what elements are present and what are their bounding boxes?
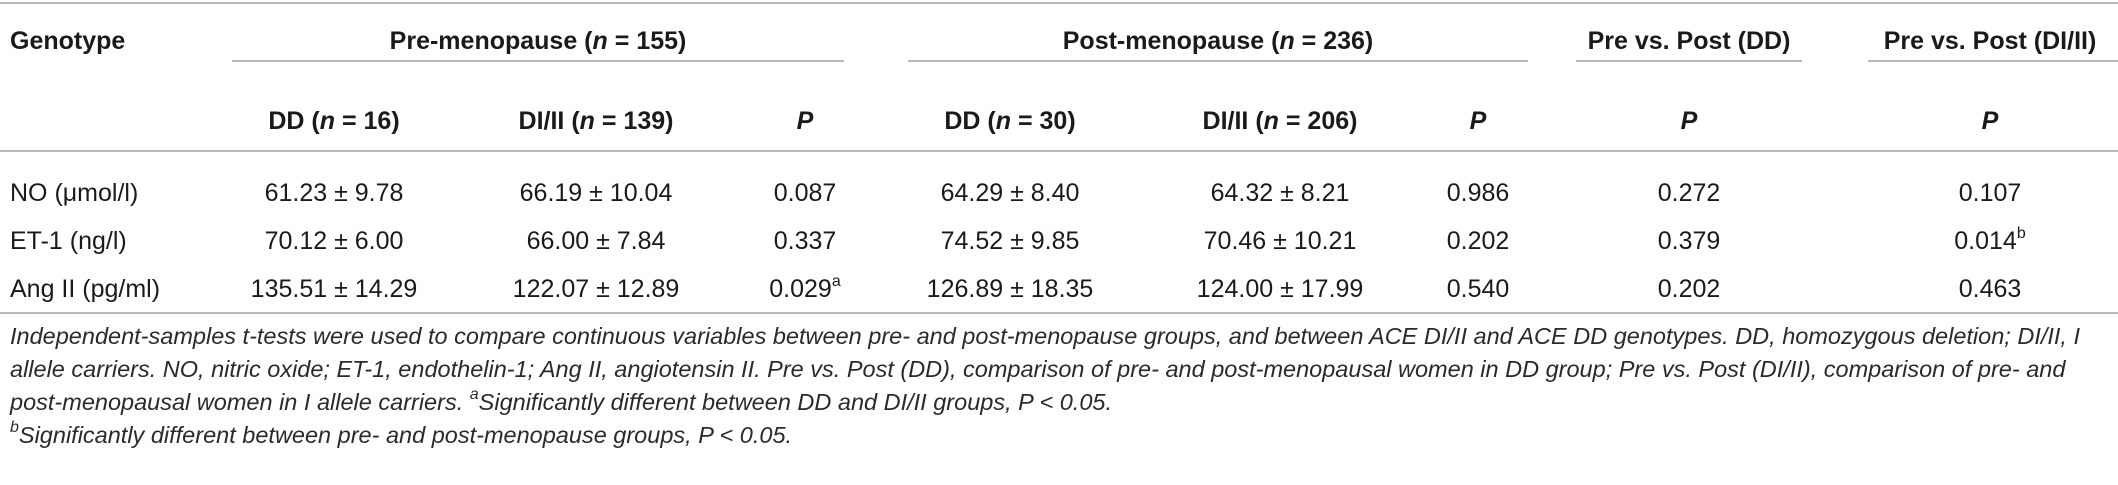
genotype-header: Genotype: [10, 27, 126, 55]
row-label-no: NO (μmol/l): [10, 179, 139, 207]
cell: 0.986: [1446, 179, 1510, 207]
cell: 64.32 ± 8.21: [1210, 179, 1350, 207]
group-rule-pre: [232, 60, 844, 62]
cell: 74.52 ± 9.85: [940, 227, 1080, 255]
cell: 61.23 ± 9.78: [264, 179, 404, 207]
row-label-ang2: Ang II (pg/ml): [10, 275, 161, 303]
subheader-diii-p: P: [1981, 107, 1999, 135]
subheader-post-dd: DD (n = 30): [944, 107, 1076, 135]
cell: 0.202: [1446, 227, 1510, 255]
subheader-pre-dd: DD (n = 16): [268, 107, 400, 135]
subheader-post-diii: DI/II (n = 206): [1202, 107, 1358, 135]
footnote-main-text: Independent-samples t-tests were used to…: [10, 323, 2081, 415]
group-header-post: Post-menopause (n = 236): [1062, 27, 1374, 55]
group-rule-post: [908, 60, 1528, 62]
subheader-pre-diii: DI/II (n = 139): [518, 107, 674, 135]
cell: 135.51 ± 14.29: [250, 275, 418, 303]
cell: 0.029a: [769, 272, 841, 303]
cell: 126.89 ± 18.35: [926, 275, 1094, 303]
cell: 0.087: [773, 179, 837, 207]
group-rule-dd: [1576, 60, 1802, 62]
cell: 70.46 ± 10.21: [1203, 227, 1357, 255]
cell: 0.014b: [1954, 224, 2026, 255]
cell: 0.463: [1958, 275, 2022, 303]
cell: 124.00 ± 17.99: [1196, 275, 1364, 303]
cell: 0.337: [773, 227, 837, 255]
table-top-rule: [0, 2, 2118, 4]
subheader-post-p: P: [1469, 107, 1487, 135]
table-footnote: Independent-samples t-tests were used to…: [10, 320, 2110, 452]
row-label-et1: ET-1 (ng/l): [10, 227, 127, 255]
cell: 0.107: [1958, 179, 2022, 207]
group-header-pre-vs-post-dd: Pre vs. Post (DD): [1587, 27, 1791, 55]
cell: 66.19 ± 10.04: [519, 179, 673, 207]
subheader-dd-p: P: [1680, 107, 1698, 135]
group-header-pre-vs-post-diii: Pre vs. Post (DI/II): [1883, 27, 2097, 55]
cell: 64.29 ± 8.40: [940, 179, 1080, 207]
footnote-a-text: Significantly different between DD and D…: [478, 389, 1113, 415]
cell: 0.202: [1657, 275, 1721, 303]
subheader-pre-p: P: [796, 107, 814, 135]
group-header-pre: Pre-menopause (n = 155): [389, 27, 687, 55]
cell: 0.272: [1657, 179, 1721, 207]
cell: 0.379: [1657, 227, 1721, 255]
cell: 70.12 ± 6.00: [264, 227, 404, 255]
header-bottom-rule: [0, 150, 2118, 152]
footnote-b-text: Significantly different between pre- and…: [18, 422, 793, 448]
cell: 66.00 ± 7.84: [526, 227, 666, 255]
group-rule-diii: [1868, 60, 2118, 62]
cell: 122.07 ± 12.89: [512, 275, 680, 303]
body-bottom-rule: [0, 312, 2118, 314]
cell: 0.540: [1446, 275, 1510, 303]
footnote-marker-b: b: [10, 419, 19, 437]
footnote-marker-a: a: [469, 386, 479, 404]
